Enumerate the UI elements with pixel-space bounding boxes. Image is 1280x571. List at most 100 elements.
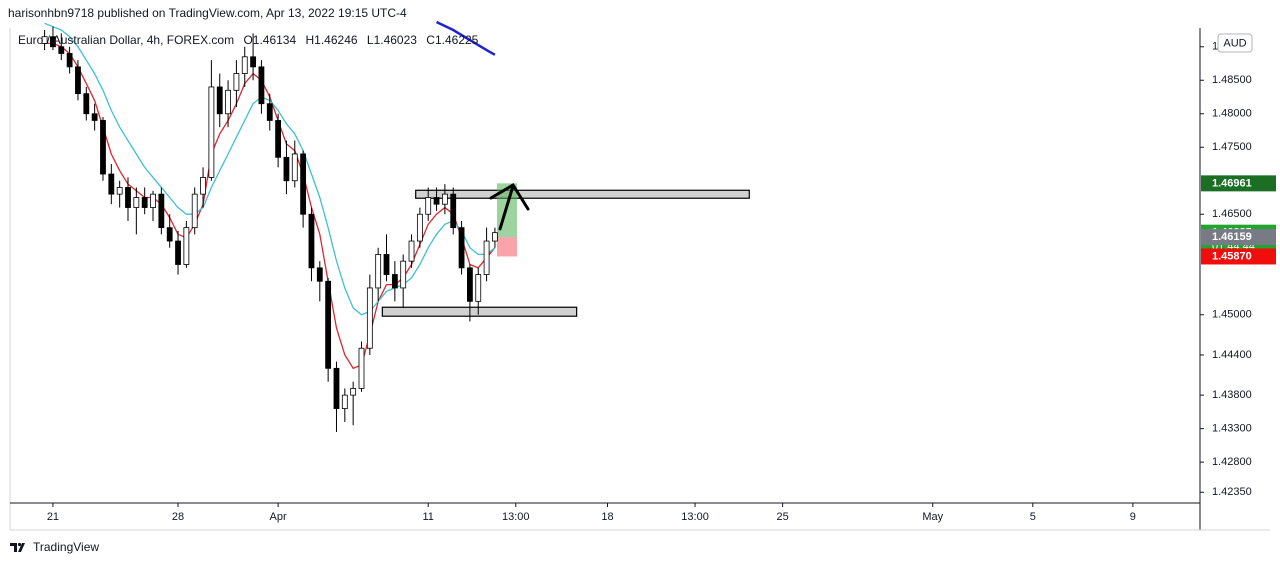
candle-body (66, 53, 73, 68)
x-tick-label: Apr (270, 511, 287, 523)
price-label: 1.45870 (1212, 250, 1252, 262)
header: harisonhbn9718 published on TradingView.… (8, 6, 407, 20)
candle-body (433, 197, 440, 205)
x-tick-label: 18 (601, 511, 613, 523)
candle-body (366, 287, 373, 349)
candle-body (175, 240, 181, 265)
candle-body (166, 227, 173, 242)
candle-body (266, 103, 273, 121)
zone (415, 189, 750, 199)
candle-body (341, 394, 348, 409)
candle-body (183, 227, 190, 265)
legend-close: C1.46225 (426, 33, 478, 47)
candle-body (441, 193, 448, 205)
loss-zone (497, 237, 518, 257)
candle-body (100, 120, 106, 175)
candle-body (150, 193, 156, 208)
candle-body (467, 267, 473, 302)
y-tick-label: 1.42350 (1212, 486, 1252, 498)
legend-high: H1.46246 (306, 33, 358, 47)
x-tick-label: 11 (422, 511, 433, 523)
y-tick-label: 1.43800 (1212, 389, 1252, 401)
candle-body (75, 66, 81, 95)
candle-body (216, 86, 223, 115)
currency-badge[interactable] (1217, 33, 1253, 53)
candle-body (133, 197, 140, 208)
legend-open: O1.46134 (243, 33, 296, 47)
candle-body (258, 66, 265, 105)
candle-body (58, 46, 65, 54)
candle-body (108, 173, 115, 195)
candle-body (475, 274, 482, 302)
candle-body (200, 177, 206, 195)
candle-body (375, 254, 382, 289)
arrow-drawing (489, 182, 530, 231)
x-tick-label: May (922, 511, 943, 523)
candle-body (158, 193, 165, 229)
candle-body (275, 120, 282, 158)
candle-body (91, 113, 98, 121)
footer-brand: TradingView (33, 540, 99, 554)
price-label-box (1201, 229, 1276, 246)
candle-body (116, 187, 123, 195)
y-tick-label: 1.43300 (1212, 423, 1252, 435)
x-tick-label: 25 (776, 511, 788, 523)
candle-body (408, 240, 415, 262)
y-tick-label: 1.45000 (1212, 309, 1252, 321)
legend-low: L1.46023 (367, 33, 417, 47)
candle-body (250, 56, 256, 68)
candle-body (383, 254, 390, 275)
candle-body (391, 274, 398, 289)
candle-body (50, 36, 56, 48)
candle-body (225, 89, 231, 115)
candle-body (400, 260, 407, 289)
y-tick-label: 1.42800 (1212, 456, 1252, 468)
candle-body (283, 156, 290, 182)
candle-body (41, 36, 48, 44)
candle-body (350, 388, 357, 396)
candle-body (483, 240, 490, 275)
candle-body (83, 93, 90, 115)
candle-body (208, 86, 215, 178)
candle-body (141, 197, 148, 208)
candle-body (333, 367, 340, 409)
legend-symbol: Euro / Australian Dollar, 4h, FOREX.com (18, 33, 234, 47)
candle-body (316, 267, 323, 282)
x-tick-label: 28 (172, 511, 184, 523)
candle-body (308, 213, 315, 269)
candle-body (492, 232, 498, 242)
logo (10, 542, 25, 552)
price-label: 1.46159 (1212, 231, 1252, 243)
candle-body (300, 153, 307, 215)
x-tick-label: 13:00 (681, 511, 709, 523)
candle-body (458, 227, 465, 269)
x-tick-label: 21 (47, 511, 59, 523)
candle-body (358, 347, 365, 389)
candle-body (241, 56, 248, 74)
candle-body (125, 187, 131, 208)
plot-area (41, 20, 750, 432)
x-tick-label: 13:00 (502, 511, 530, 523)
candle-body (325, 280, 332, 369)
currency-label: AUD (1223, 37, 1246, 49)
y-tick-label: 1.48000 (1212, 108, 1252, 120)
candle-body (191, 193, 198, 229)
axes: 1.490001.485001.480001.475001.465001.450… (47, 41, 1276, 523)
zone (381, 306, 578, 317)
candle-body (291, 153, 298, 182)
x-tick-label: 9 (1130, 511, 1136, 523)
candle-body (416, 213, 423, 242)
candle-body (450, 193, 457, 229)
price-label: 1.46961 (1212, 177, 1252, 189)
price-label-box (1201, 248, 1276, 265)
legend: Euro / Australian Dollar, 4h, FOREX.com … (18, 33, 479, 47)
moving-average (44, 22, 496, 316)
candle-body (233, 73, 240, 91)
x-tick-label: 5 (1030, 511, 1036, 523)
price-label-box (1201, 175, 1276, 192)
moving-average (435, 20, 496, 56)
y-tick-label: 1.47500 (1212, 141, 1252, 153)
candle-body (425, 197, 432, 215)
